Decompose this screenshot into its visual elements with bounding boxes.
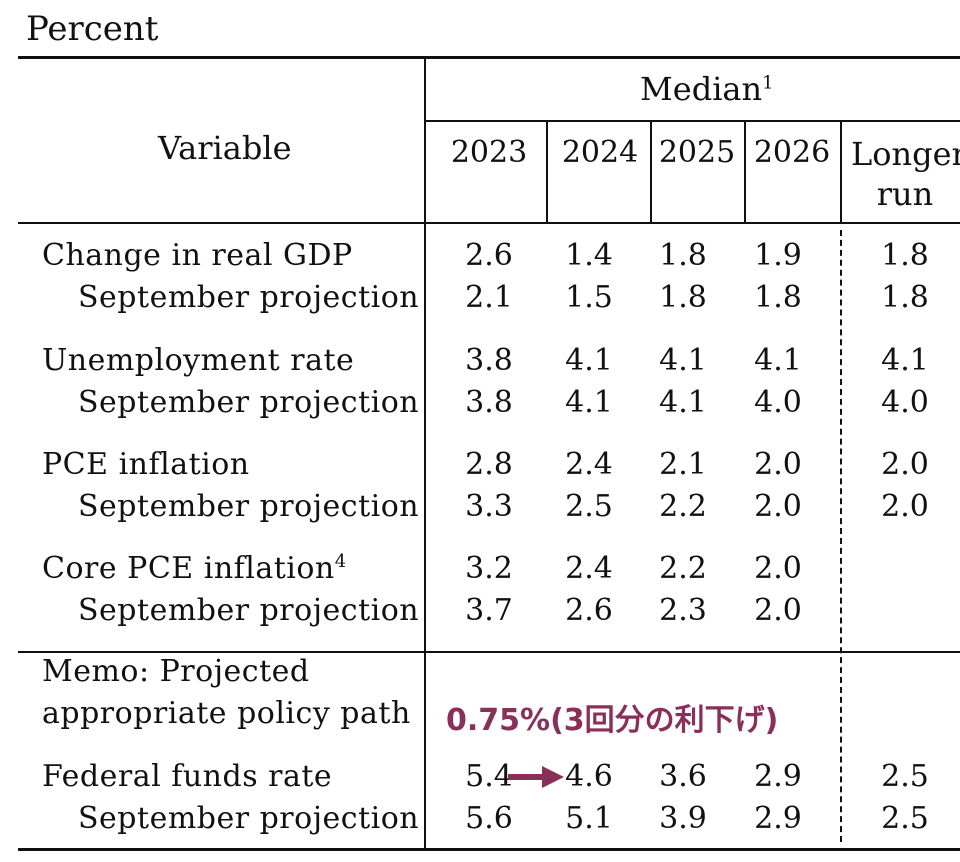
memo-value-cell: 5.4 (465, 759, 513, 794)
table-value-cell: 4.1 (659, 385, 707, 420)
header-median: Median1 (640, 70, 774, 108)
memo-value-cell: 2.5 (881, 759, 929, 794)
table-value-cell: 2.6 (565, 593, 613, 628)
table-value-cell: 2.0 (754, 447, 802, 482)
rate-cut-annotation: 0.75%(3回分の利下げ) (446, 703, 779, 738)
table-value-cell: 2.0 (754, 551, 802, 586)
memo-label-line1: Memo: Projected (42, 654, 310, 689)
memo-rule (18, 651, 960, 653)
header-rule (18, 222, 960, 224)
bottom-rule (18, 848, 960, 851)
table-row-label: PCE inflation (42, 447, 250, 482)
table-value-cell: 4.1 (565, 385, 613, 420)
table-value-cell: 1.8 (881, 238, 929, 273)
header-year-2025: 2025 (658, 135, 736, 170)
right-arrow-icon (508, 766, 564, 788)
header-divider-2025 (744, 120, 746, 223)
header-year-2024: 2024 (561, 135, 639, 170)
table-value-cell: 2.4 (565, 447, 613, 482)
memo-value-cell: 3.6 (659, 759, 707, 794)
table-value-cell: 2.0 (754, 489, 802, 524)
table-value-cell: 2.1 (465, 280, 513, 315)
memo-value-cell: 4.6 (565, 759, 613, 794)
table-value-cell: 1.9 (754, 238, 802, 273)
header-divider-2026 (840, 120, 842, 223)
table-value-cell: 3.8 (465, 385, 513, 420)
header-longer-run-line2: run (876, 175, 934, 213)
table-row-label: Unemployment rate (42, 343, 355, 378)
footnote-marker: 4 (334, 551, 347, 572)
memo-value-cell: 2.5 (881, 801, 929, 836)
memo-value-cell: 3.9 (659, 801, 707, 836)
table-value-cell: 1.8 (754, 280, 802, 315)
table-row-label: September projection (78, 385, 420, 420)
header-longer-run-line1: Longer (851, 135, 960, 173)
memo-row-label: Federal funds rate (42, 759, 333, 794)
median-underline (425, 120, 960, 122)
header-year-2023: 2023 (450, 135, 528, 170)
median-footnote-marker: 1 (762, 72, 774, 94)
longer-run-dashed-divider (840, 230, 842, 842)
header-variable: Variable (158, 129, 292, 167)
memo-value-cell: 5.1 (565, 801, 613, 836)
memo-label-line2: appropriate policy path (42, 696, 411, 731)
table-value-cell: 2.6 (465, 238, 513, 273)
memo-value-cell: 2.9 (754, 801, 802, 836)
table-value-cell: 2.2 (659, 551, 707, 586)
table-value-cell: 4.1 (565, 343, 613, 378)
table-row-label: September projection (78, 489, 420, 524)
table-value-cell: 2.3 (659, 593, 707, 628)
header-year-2026: 2026 (753, 135, 831, 170)
table-value-cell: 2.2 (659, 489, 707, 524)
table-value-cell: 4.1 (659, 343, 707, 378)
table-value-cell: 2.1 (659, 447, 707, 482)
table-row-label: September projection (78, 280, 420, 315)
table-value-cell: 3.8 (465, 343, 513, 378)
table-value-cell: 4.1 (881, 343, 929, 378)
memo-row-label: September projection (78, 801, 420, 836)
table-value-cell: 2.4 (565, 551, 613, 586)
table-value-cell: 2.0 (881, 447, 929, 482)
header-divider-2024 (650, 120, 652, 223)
memo-value-cell: 5.6 (465, 801, 513, 836)
header-divider-2023 (546, 120, 548, 223)
table-value-cell: 2.5 (565, 489, 613, 524)
table-row-label: September projection (78, 593, 420, 628)
table-row-label: Change in real GDP (42, 238, 353, 273)
table-value-cell: 2.0 (754, 593, 802, 628)
table-value-cell: 2.0 (881, 489, 929, 524)
table-value-cell: 1.5 (565, 280, 613, 315)
label-column-divider (424, 57, 426, 849)
memo-value-cell: 2.9 (754, 759, 802, 794)
table-value-cell: 3.3 (465, 489, 513, 524)
top-rule (18, 56, 960, 59)
table-value-cell: 1.8 (659, 238, 707, 273)
table-value-cell: 1.8 (659, 280, 707, 315)
table-value-cell: 1.4 (565, 238, 613, 273)
table-caption-unit: Percent (26, 9, 159, 49)
table-value-cell: 1.8 (881, 280, 929, 315)
table-row-label: Core PCE inflation4 (42, 551, 347, 586)
table-value-cell: 3.7 (465, 593, 513, 628)
table-value-cell: 4.0 (881, 385, 929, 420)
table-value-cell: 4.0 (754, 385, 802, 420)
table-value-cell: 2.8 (465, 447, 513, 482)
table-value-cell: 4.1 (754, 343, 802, 378)
table-value-cell: 3.2 (465, 551, 513, 586)
